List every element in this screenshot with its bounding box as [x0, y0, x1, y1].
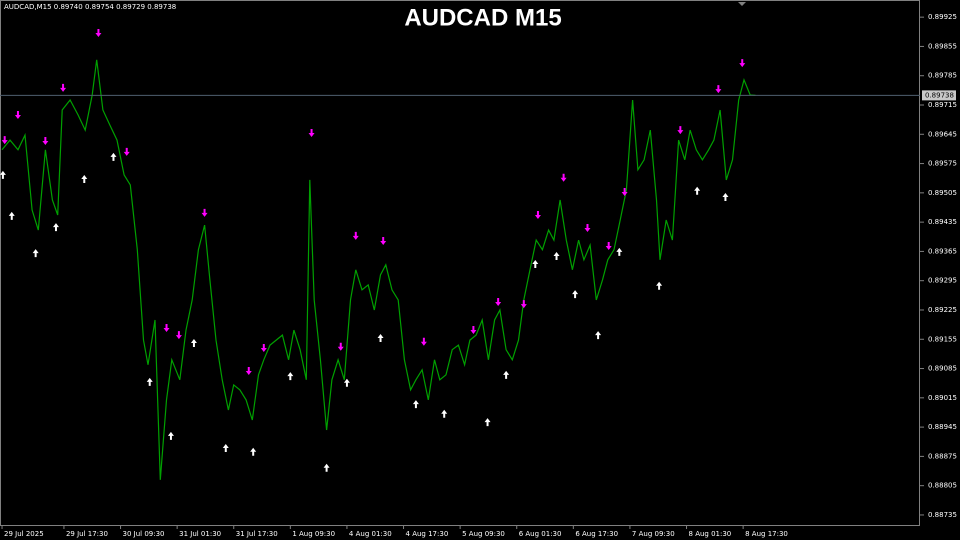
up-arrow — [377, 334, 384, 343]
up-arrow — [503, 370, 510, 379]
down-arrow — [308, 129, 315, 138]
down-arrow — [560, 173, 567, 182]
down-arrow — [470, 326, 477, 335]
last-price-label: 0.89738 — [925, 91, 954, 99]
x-tick-label: 4 Aug 01:30 — [349, 530, 392, 538]
chart-title: AUDCAD M15 — [404, 4, 561, 31]
y-tick-label: 0.88805 — [928, 482, 957, 490]
down-arrow — [739, 59, 746, 68]
down-arrow — [163, 323, 170, 332]
up-arrow — [190, 339, 197, 348]
x-tick-label: 5 Aug 09:30 — [462, 530, 505, 538]
up-arrow — [32, 249, 39, 258]
up-arrow — [694, 186, 701, 195]
y-tick-label: 0.89715 — [928, 101, 957, 109]
shift-marker — [738, 2, 746, 6]
up-arrow — [343, 378, 350, 387]
symbol-info: AUDCAD,M15 0.89740 0.89754 0.89729 0.897… — [4, 3, 176, 11]
y-tick-label: 0.88945 — [928, 423, 957, 431]
down-arrow — [352, 231, 359, 240]
down-arrow — [260, 344, 267, 353]
y-tick-label: 0.89925 — [928, 13, 957, 21]
y-tick-label: 0.89855 — [928, 42, 957, 50]
y-tick-label: 0.88875 — [928, 452, 957, 460]
up-arrow — [250, 447, 257, 456]
up-arrow — [572, 290, 579, 299]
down-arrow — [201, 208, 208, 217]
up-arrow — [81, 175, 88, 184]
y-tick-label: 0.89015 — [928, 394, 957, 402]
x-tick-label: 6 Aug 01:30 — [519, 530, 562, 538]
up-arrow — [146, 377, 153, 386]
down-arrow — [380, 236, 387, 245]
y-tick-label: 0.89505 — [928, 189, 957, 197]
up-arrow — [8, 211, 15, 220]
down-arrow — [123, 147, 130, 156]
up-arrow — [287, 372, 294, 381]
x-tick-label: 6 Aug 17:30 — [575, 530, 618, 538]
down-arrow — [715, 85, 722, 94]
up-arrow — [323, 463, 330, 472]
up-arrow — [167, 431, 174, 440]
y-tick-label: 0.89225 — [928, 306, 957, 314]
plot-area — [0, 0, 920, 526]
down-arrow — [621, 188, 628, 197]
up-arrow — [532, 259, 539, 268]
y-tick-label: 0.89365 — [928, 247, 957, 255]
down-arrow — [420, 337, 427, 346]
up-arrow — [0, 170, 6, 179]
x-tick-label: 7 Aug 09:30 — [632, 530, 675, 538]
y-tick-label: 0.88735 — [928, 511, 957, 519]
up-arrow — [553, 252, 560, 261]
up-arrow — [52, 223, 59, 232]
x-tick-label: 1 Aug 09:30 — [292, 530, 335, 538]
y-tick-label: 0.89295 — [928, 277, 957, 285]
up-arrow — [656, 281, 663, 290]
up-arrow — [484, 418, 491, 427]
down-arrow — [677, 126, 684, 135]
y-tick-label: 0.89785 — [928, 72, 957, 80]
x-tick-label: 4 Aug 17:30 — [406, 530, 449, 538]
x-tick-label: 8 Aug 01:30 — [689, 530, 732, 538]
y-tick-label: 0.89575 — [928, 160, 957, 168]
up-arrow — [110, 152, 117, 161]
up-arrow — [441, 409, 448, 418]
down-arrow — [520, 300, 527, 309]
up-arrow — [222, 444, 229, 453]
down-arrow — [337, 342, 344, 351]
down-arrow — [495, 298, 502, 307]
down-arrow — [60, 83, 67, 92]
x-tick-label: 8 Aug 17:30 — [745, 530, 788, 538]
x-tick-label: 31 Jul 17:30 — [236, 530, 278, 538]
down-arrow — [584, 223, 591, 232]
x-tick-label: 29 Jul 2025 — [4, 530, 44, 538]
up-arrow — [595, 331, 602, 340]
down-arrow — [1, 136, 8, 145]
up-arrow — [412, 400, 419, 409]
x-tick-label: 29 Jul 17:30 — [66, 530, 108, 538]
down-arrow — [534, 211, 541, 220]
down-arrow — [14, 111, 21, 120]
down-arrow — [605, 241, 612, 250]
x-tick-label: 31 Jul 01:30 — [179, 530, 221, 538]
up-arrow — [722, 193, 729, 202]
y-tick-label: 0.89155 — [928, 335, 957, 343]
down-arrow — [42, 136, 49, 145]
down-arrow — [175, 331, 182, 340]
x-tick-label: 30 Jul 09:30 — [123, 530, 165, 538]
y-tick-label: 0.89435 — [928, 218, 957, 226]
down-arrow — [95, 29, 102, 38]
up-arrow — [616, 247, 623, 256]
last-price-box — [922, 90, 956, 101]
down-arrow — [245, 367, 252, 376]
y-tick-label: 0.89085 — [928, 365, 957, 373]
y-tick-label: 0.89645 — [928, 130, 957, 138]
price-line — [1, 59, 756, 480]
